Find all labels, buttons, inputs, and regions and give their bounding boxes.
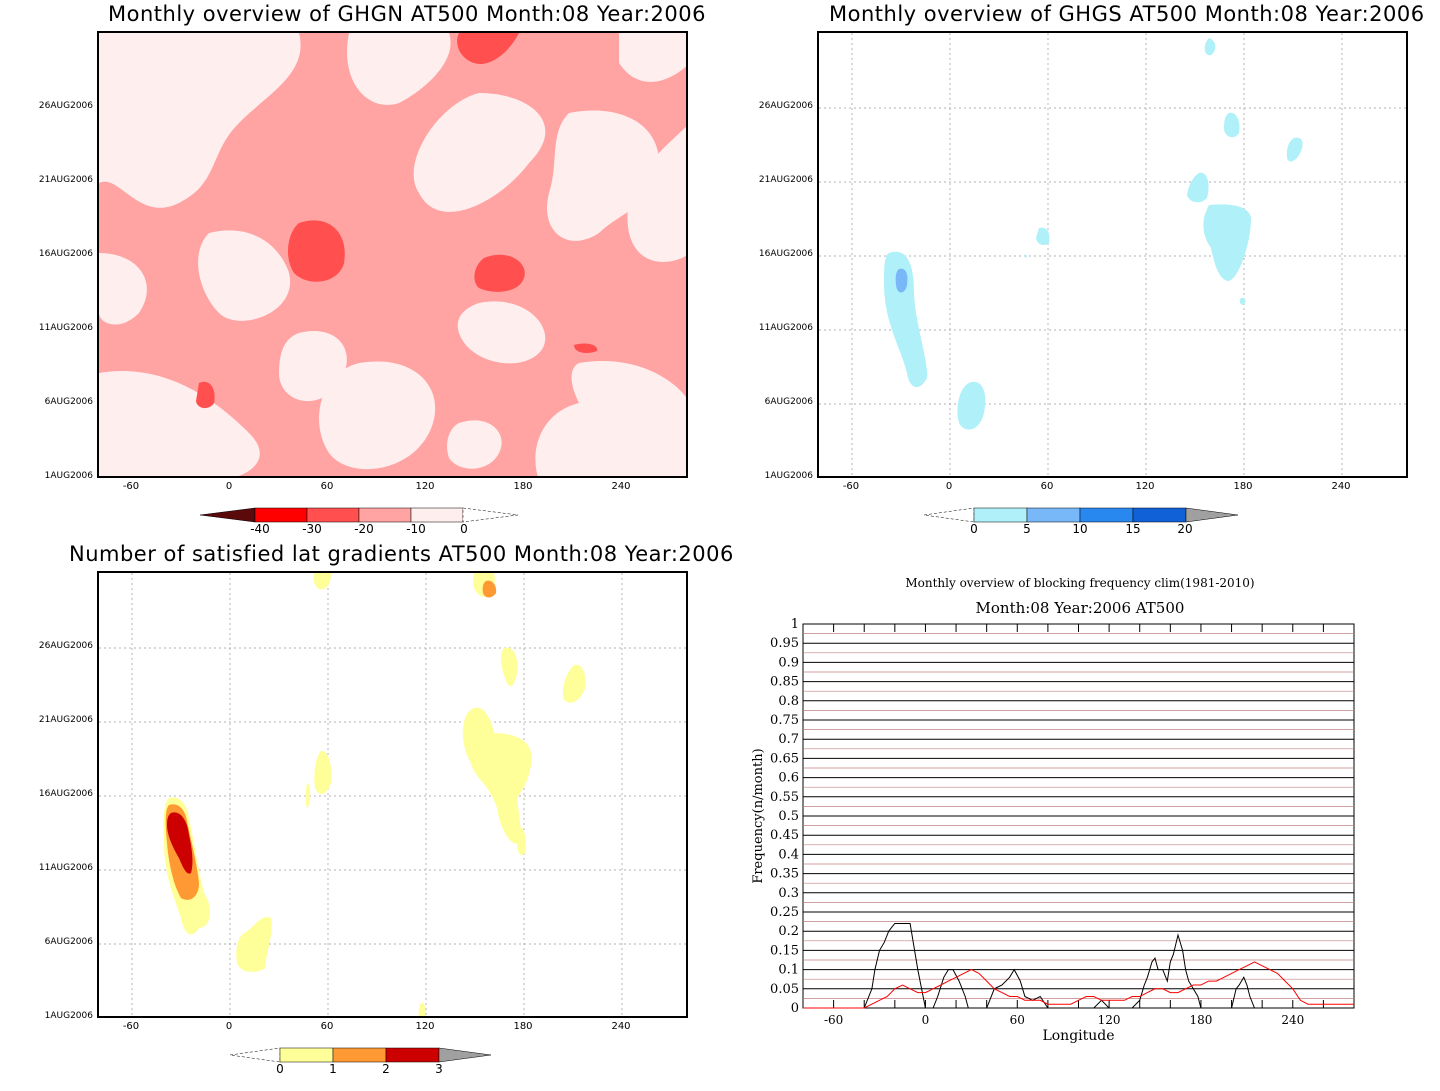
x-tick-label: 60 — [1010, 1013, 1025, 1027]
x-tick-label: -60 — [824, 1013, 843, 1027]
y-tick-label: 0.55 — [770, 790, 799, 805]
y-tick-label: 0.6 — [778, 771, 799, 786]
ghgs-colorbar-label: 0 — [970, 522, 978, 536]
ghgn-ytick: 16AUG2006 — [38, 249, 93, 259]
blocking-subtitle: Month:08 Year:2006 AT500 — [975, 599, 1185, 617]
latgrad-colorbar-label: 3 — [435, 1062, 443, 1076]
ghgs-ytick: 16AUG2006 — [758, 249, 813, 259]
y-axis-label: Frequency(n/month) — [751, 748, 766, 883]
latgrad-xtick: 180 — [513, 1021, 533, 1032]
ghgn-plot-area — [97, 31, 688, 478]
x-tick-label: 180 — [1189, 1013, 1212, 1027]
ghgs-xtick: 120 — [1135, 481, 1155, 492]
ghgs-ytick: 6AUG2006 — [764, 397, 813, 407]
y-tick-label: 0.95 — [770, 636, 799, 651]
series-line-0 — [803, 923, 1354, 1009]
y-tick-label: 0.9 — [778, 655, 799, 670]
y-tick-label: 0.45 — [770, 828, 799, 843]
latgrad-xtick: -60 — [122, 1021, 140, 1032]
ghgn-xtick: 120 — [415, 481, 435, 492]
x-axis-label: Longitude — [1042, 1028, 1114, 1044]
blocking-line-chart: 0 0.05 0.1 0.15 0.2 0.25 0.3 0.35 0.4 0.45 0.5 0.55… — [751, 617, 1355, 1044]
ghgs-contours — [819, 33, 1406, 476]
latgrad-colorbar — [230, 1047, 492, 1063]
x-tick-label: 0 — [922, 1013, 930, 1027]
ghgn-xtick: -60 — [122, 481, 140, 492]
ghgn-xtick: 180 — [513, 481, 533, 492]
ghgs-xtick: 240 — [1331, 481, 1351, 492]
y-tick-label: 0.5 — [778, 809, 799, 824]
ghgn-colorbar-label: -30 — [302, 522, 322, 536]
blocking-title: Monthly overview of blocking frequency c… — [905, 576, 1255, 590]
ghgs-colorbar-label: 15 — [1125, 522, 1141, 536]
ghgs-xtick: 180 — [1233, 481, 1253, 492]
ghgs-xtick: 0 — [945, 481, 953, 492]
ghgn-xtick: 0 — [225, 481, 233, 492]
y-tick-label: 0.7 — [778, 732, 799, 747]
y-tick-label: 0.65 — [770, 751, 799, 766]
series-line-1 — [803, 961, 1354, 1009]
y-tick-label: 0.4 — [778, 847, 799, 862]
latgrad-colorbar-label: 2 — [382, 1062, 390, 1076]
y-tick-label: 0.25 — [770, 905, 799, 920]
latgrad-title: Number of satisfied lat gradients AT500 … — [69, 542, 734, 566]
latgrad-contours — [99, 573, 686, 1016]
y-tick-label: 0.1 — [778, 963, 799, 978]
y-tick-label: 0.3 — [778, 886, 799, 901]
y-tick-label: 0.8 — [778, 694, 799, 709]
y-tick-label: 0.35 — [770, 867, 799, 882]
ghgs-colorbar-label: 5 — [1023, 522, 1031, 536]
y-tick-label: 0.85 — [770, 675, 799, 690]
ghgs-colorbar-label: 10 — [1072, 522, 1088, 536]
latgrad-ytick: 11AUG2006 — [38, 863, 93, 873]
y-tick-label: 0.05 — [770, 982, 799, 997]
latgrad-xtick: 240 — [611, 1021, 631, 1032]
ghgn-ytick: 6AUG2006 — [44, 397, 93, 407]
ghgs-ytick: 21AUG2006 — [758, 175, 813, 185]
ghgs-xtick: -60 — [842, 481, 860, 492]
ghgn-ytick: 21AUG2006 — [38, 175, 93, 185]
latgrad-ytick: 6AUG2006 — [44, 937, 93, 947]
latgrad-ytick: 16AUG2006 — [38, 789, 93, 799]
y-tick-label: 1 — [791, 617, 799, 632]
y-tick-label: 0.15 — [770, 943, 799, 958]
latgrad-xtick: 0 — [225, 1021, 233, 1032]
latgrad-ytick: 1AUG2006 — [44, 1011, 93, 1021]
latgrad-colorbar-label: 0 — [276, 1062, 284, 1076]
ghgn-colorbar-label: -20 — [354, 522, 374, 536]
latgrad-xtick: 120 — [415, 1021, 435, 1032]
ghgs-ytick: 26AUG2006 — [758, 101, 813, 111]
ghgs-colorbar-label: 20 — [1177, 522, 1193, 536]
y-tick-label: 0.75 — [770, 713, 799, 728]
ghgs-plot-area — [817, 31, 1408, 478]
ghgn-colorbar-label: -10 — [406, 522, 426, 536]
y-tick-label: 0.2 — [778, 924, 799, 939]
ghgn-colorbar — [200, 507, 519, 523]
ghgn-colorbar-label: -40 — [250, 522, 270, 536]
x-tick-label: 120 — [1098, 1013, 1121, 1027]
ghgn-xtick: 240 — [611, 481, 631, 492]
ghgs-xtick: 60 — [1040, 481, 1054, 492]
latgrad-plot-area — [97, 571, 688, 1018]
ghgn-xtick: 60 — [320, 481, 334, 492]
ghgs-colorbar — [924, 507, 1239, 523]
y-tick-label: 0 — [791, 1001, 799, 1016]
latgrad-colorbar-label: 1 — [329, 1062, 337, 1076]
ghgn-ytick: 26AUG2006 — [38, 101, 93, 111]
ghgs-title: Monthly overview of GHGS AT500 Month:08 … — [829, 2, 1425, 26]
ghgn-contours — [99, 33, 686, 476]
ghgs-ytick: 1AUG2006 — [764, 471, 813, 481]
latgrad-ytick: 26AUG2006 — [38, 641, 93, 651]
latgrad-ytick: 21AUG2006 — [38, 715, 93, 725]
latgrad-xtick: 60 — [320, 1021, 334, 1032]
x-tick-label: 240 — [1281, 1013, 1304, 1027]
ghgn-ytick: 1AUG2006 — [44, 471, 93, 481]
ghgs-ytick: 11AUG2006 — [758, 323, 813, 333]
ghgn-ytick: 11AUG2006 — [38, 323, 93, 333]
ghgn-colorbar-label: 0 — [460, 522, 468, 536]
ghgn-title: Monthly overview of GHGN AT500 Month:08 … — [108, 2, 706, 26]
